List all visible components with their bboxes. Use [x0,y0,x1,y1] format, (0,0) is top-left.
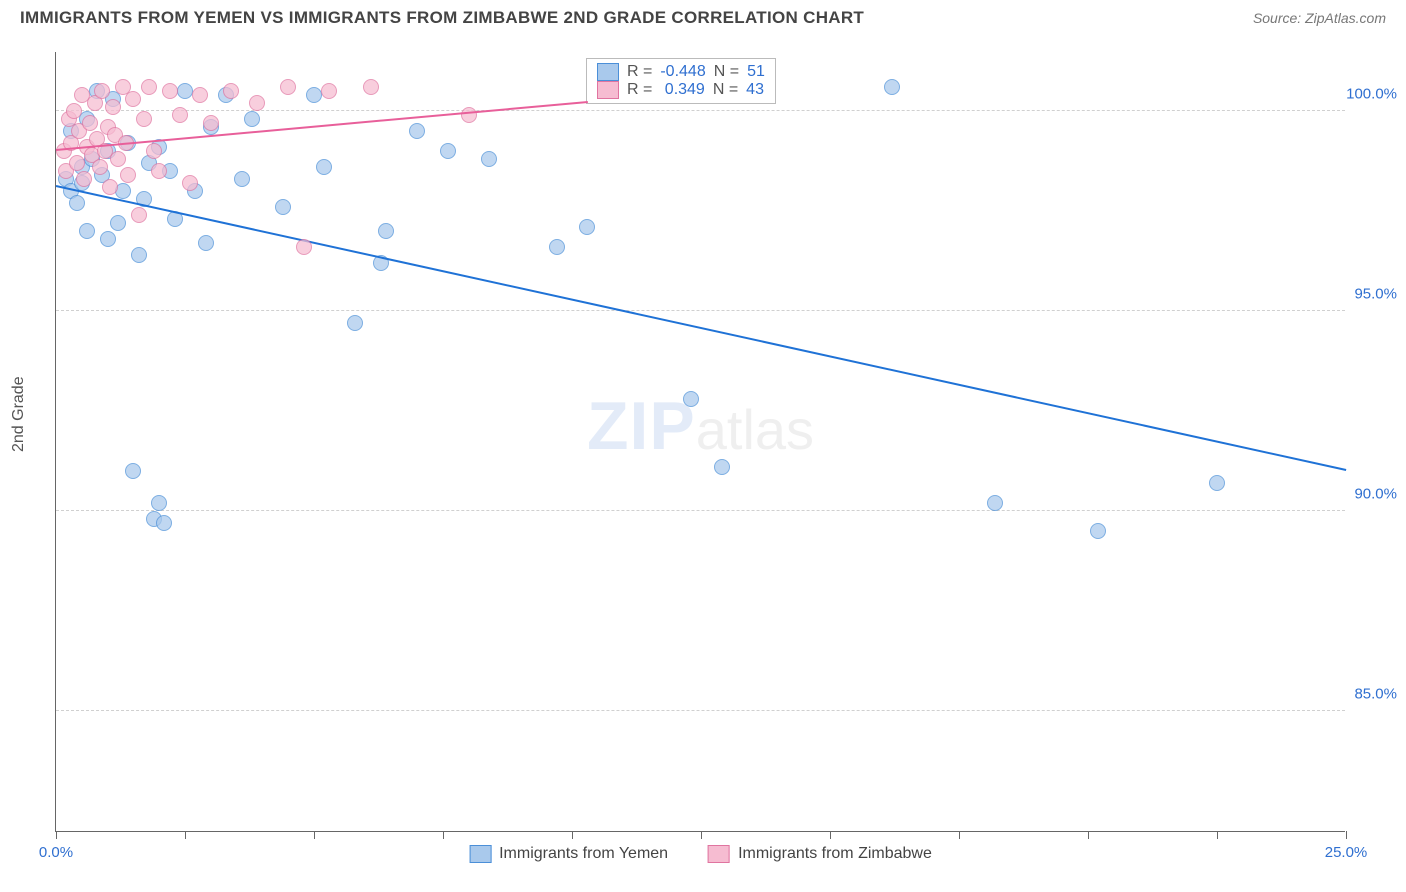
data-point [151,163,167,179]
legend-label: Immigrants from Zimbabwe [738,845,932,863]
data-point [100,231,116,247]
trend-line [56,101,588,151]
x-tick [1088,831,1089,839]
data-point [110,215,126,231]
data-point [234,171,250,187]
data-point [151,495,167,511]
data-point [92,159,108,175]
data-point [203,115,219,131]
data-point [156,515,172,531]
data-point [66,103,82,119]
stats-legend-row: R = 0.349 N = 43 [597,81,765,99]
legend-item: Immigrants from Yemen [469,845,668,863]
data-point [131,207,147,223]
data-point [177,83,193,99]
data-point [280,79,296,95]
stats-legend-row: R = -0.448 N = 51 [597,63,765,81]
data-point [94,83,110,99]
data-point [987,495,1003,511]
data-point [141,79,157,95]
data-point [378,223,394,239]
x-tick [701,831,702,839]
y-axis-label: 2nd Grade [10,376,28,452]
data-point [125,463,141,479]
plot-area: ZIPatlas R = -0.448 N = 51R = 0.349 N = … [55,52,1345,832]
data-point [461,107,477,123]
data-point [306,87,322,103]
legend-swatch [597,81,619,99]
legend-swatch [708,845,730,863]
data-point [125,91,141,107]
gridline [56,310,1345,311]
data-point [244,111,260,127]
y-tick-label: 95.0% [1354,286,1397,303]
data-point [69,155,85,171]
x-tick [443,831,444,839]
data-point [69,195,85,211]
data-point [192,87,208,103]
data-point [321,83,337,99]
data-point [76,171,92,187]
data-point [131,247,147,263]
data-point [105,99,121,115]
x-tick [572,831,573,839]
data-point [1090,523,1106,539]
source-label: Source: ZipAtlas.com [1253,10,1386,26]
data-point [549,239,565,255]
watermark: ZIPatlas [587,387,814,465]
stats-legend: R = -0.448 N = 51R = 0.349 N = 43 [586,58,776,104]
y-tick-label: 100.0% [1346,86,1397,103]
data-point [79,223,95,239]
data-point [162,83,178,99]
data-point [409,123,425,139]
data-point [275,199,291,215]
data-point [182,175,198,191]
x-tick [1217,831,1218,839]
trend-line [56,185,1346,471]
data-point [172,107,188,123]
x-tick [1346,831,1347,839]
data-point [146,143,162,159]
x-tick [314,831,315,839]
data-point [110,151,126,167]
data-point [223,83,239,99]
legend-item: Immigrants from Zimbabwe [708,845,932,863]
legend-swatch [469,845,491,863]
legend-label: Immigrants from Yemen [499,845,668,863]
chart-title: IMMIGRANTS FROM YEMEN VS IMMIGRANTS FROM… [20,8,864,28]
x-tick-label: 0.0% [39,844,73,861]
data-point [481,151,497,167]
data-point [82,115,98,131]
x-tick [185,831,186,839]
x-tick-label: 25.0% [1325,844,1368,861]
data-point [316,159,332,175]
x-tick [56,831,57,839]
chart-container: 2nd Grade ZIPatlas R = -0.448 N = 51R = … [0,32,1406,882]
data-point [296,239,312,255]
gridline [56,510,1345,511]
data-point [579,219,595,235]
data-point [363,79,379,95]
data-point [198,235,214,251]
data-point [884,79,900,95]
data-point [1209,475,1225,491]
data-point [714,459,730,475]
data-point [347,315,363,331]
series-legend: Immigrants from Yemen Immigrants from Zim… [469,845,932,863]
data-point [249,95,265,111]
legend-swatch [597,63,619,81]
data-point [120,167,136,183]
gridline [56,710,1345,711]
data-point [136,111,152,127]
x-tick [959,831,960,839]
data-point [102,179,118,195]
x-tick [830,831,831,839]
y-tick-label: 85.0% [1354,686,1397,703]
y-tick-label: 90.0% [1354,486,1397,503]
data-point [683,391,699,407]
data-point [440,143,456,159]
